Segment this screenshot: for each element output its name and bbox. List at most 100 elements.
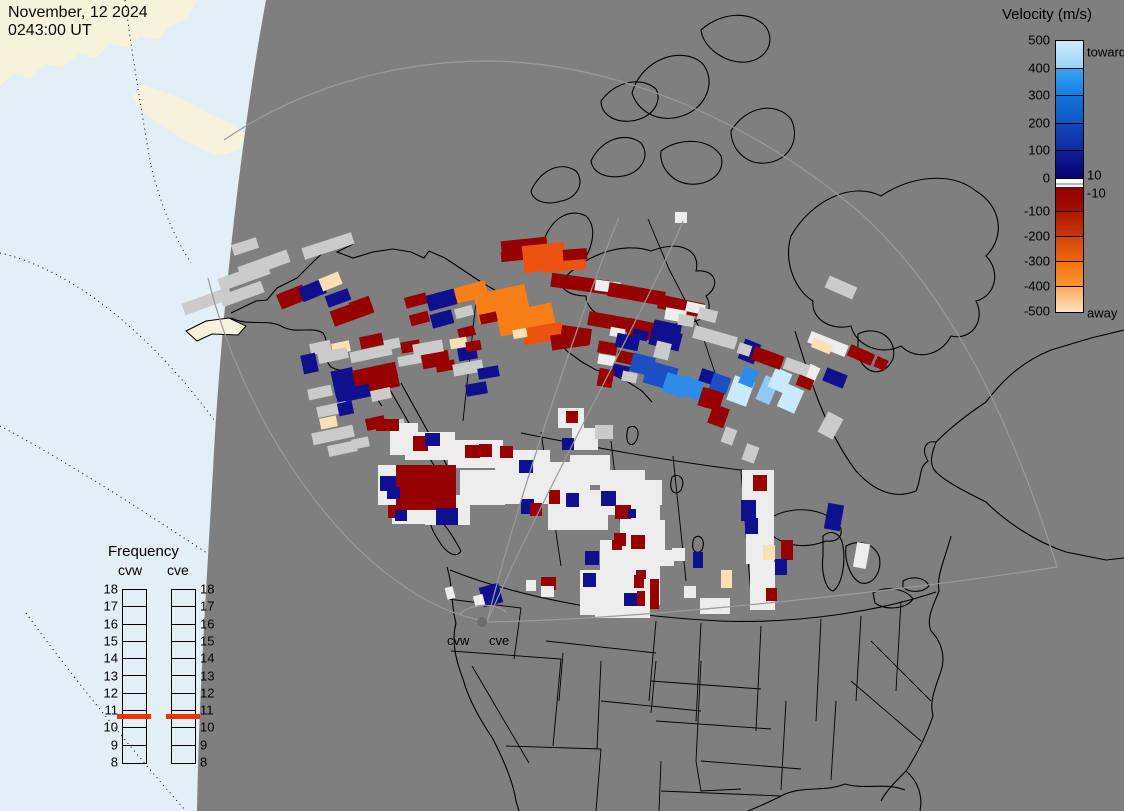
frequency-tick-label: 9 xyxy=(200,737,208,753)
radar-data-cell xyxy=(526,580,536,591)
frequency-tick-label: 14 xyxy=(200,650,215,666)
frequency-tick-label: 12 xyxy=(200,685,215,701)
seward-peninsula xyxy=(185,317,247,342)
frequency-tick-label: 15 xyxy=(200,633,215,649)
radar-data-cell xyxy=(413,436,428,451)
frequency-tick-label: 10 xyxy=(103,719,118,735)
frequency-tick-label: 13 xyxy=(200,668,215,683)
fov-boundary-lines xyxy=(207,60,1058,623)
radar-data-cell xyxy=(615,505,631,519)
frequency-scale-cell xyxy=(172,728,195,746)
frequency-scale-cell xyxy=(123,694,146,712)
radar-data-cell xyxy=(753,475,767,491)
radar-data-cell xyxy=(436,508,458,525)
radar-data-cell xyxy=(781,540,793,560)
frequency-tick-label: 15 xyxy=(103,633,118,649)
frequency-tick-label: 14 xyxy=(103,650,118,666)
frequency-scale-cell xyxy=(172,607,195,625)
radar-data-cell xyxy=(721,570,732,588)
radar-data-cell xyxy=(583,573,596,587)
radar-site-label: cve xyxy=(489,633,510,648)
frequency-tick-label: 8 xyxy=(200,754,208,770)
frequency-scale-cell xyxy=(123,659,146,677)
frequency-tick-label: 9 xyxy=(110,737,118,753)
date-line: November, 12 2024 xyxy=(8,4,148,21)
radar-data-cell xyxy=(465,445,480,458)
radar-data-cell xyxy=(395,510,407,521)
frequency-scale-cell xyxy=(123,676,146,694)
frequency-scale-cell xyxy=(172,746,195,763)
radar-data-cell xyxy=(745,518,758,534)
frequency-scale-cell xyxy=(123,711,146,729)
frequency-tick-label: 13 xyxy=(103,668,118,683)
radar-data-cell xyxy=(566,411,578,423)
radar-data-cell xyxy=(612,540,622,550)
radar-data-cell xyxy=(636,570,646,579)
radar-data-cell xyxy=(700,598,730,614)
frequency-column-label-cvw: cvw xyxy=(118,562,143,578)
radar-data-cell xyxy=(650,579,659,609)
frequency-scale-cell xyxy=(172,659,195,677)
frequency-scale-cell xyxy=(172,642,195,660)
radar-data-cell xyxy=(637,591,645,606)
frequency-marker-cvw xyxy=(117,714,151,720)
frequency-tick-label: 17 xyxy=(103,598,118,614)
frequency-tick-label: 16 xyxy=(200,616,215,632)
radar-data-cell xyxy=(479,444,492,457)
radar-data-cell xyxy=(566,493,579,507)
frequency-scale-cve xyxy=(171,589,196,764)
frequency-tick-label: 18 xyxy=(103,581,118,597)
radar-site-dot xyxy=(477,617,487,627)
frequency-scale-cell xyxy=(172,625,195,642)
radar-data-cell xyxy=(750,562,775,610)
frequency-tick-label: 12 xyxy=(103,685,118,701)
radar-data-cell xyxy=(396,465,456,510)
radar-data-cell xyxy=(741,500,756,521)
frequency-column-label-cve: cve xyxy=(167,562,189,578)
datetime-stamp: November, 12 2024 0243:00 UT xyxy=(8,4,148,40)
frequency-scale-cell xyxy=(172,676,195,694)
radar-data-cell xyxy=(766,588,777,601)
radar-data-cell xyxy=(387,487,400,499)
radar-data-cell xyxy=(693,552,703,568)
radar-data-cell xyxy=(631,535,645,549)
frequency-scale-cvw xyxy=(122,589,147,764)
radar-data-cell xyxy=(425,433,440,446)
radar-data-cell xyxy=(530,503,542,516)
frequency-scale-cell xyxy=(123,746,146,763)
radar-data-cell xyxy=(541,586,554,597)
radar-data-cell xyxy=(519,460,533,473)
radar-data-cell xyxy=(628,509,636,518)
radar-data-cell xyxy=(549,490,560,504)
frequency-scale-cell xyxy=(123,590,146,608)
radar-data-cell xyxy=(601,491,616,506)
frequency-marker-cve xyxy=(166,714,200,720)
frequency-scale-cell xyxy=(123,642,146,660)
frequency-tick-label: 16 xyxy=(103,616,118,632)
frequency-scale-cell xyxy=(123,625,146,642)
radar-data-cell xyxy=(460,470,505,505)
dayside-land xyxy=(0,0,246,156)
radar-site-label: cvw xyxy=(447,633,470,648)
dayside-graticule xyxy=(0,0,223,811)
time-line: 0243:00 UT xyxy=(8,22,92,39)
frequency-tick-label: 8 xyxy=(110,754,118,770)
frequency-scale-cell xyxy=(172,590,195,608)
radar-data-cell xyxy=(763,545,775,560)
radar-data-cell xyxy=(672,548,685,561)
frequency-tick-label: 11 xyxy=(104,702,119,718)
radar-data-cell xyxy=(640,480,662,505)
frequency-legend-title: Frequency xyxy=(108,543,179,560)
frequency-scale-cell xyxy=(123,607,146,625)
frequency-scale-cell xyxy=(172,694,195,712)
frequency-scale-cell xyxy=(172,711,195,729)
radar-data-cell xyxy=(500,446,513,458)
radar-data-cell xyxy=(684,586,696,598)
frequency-scale-cell xyxy=(123,728,146,746)
frequency-tick-label: 10 xyxy=(200,719,215,735)
radar-data-cell xyxy=(595,425,613,439)
radar-data-cell xyxy=(624,593,638,606)
radar-data-cell xyxy=(675,212,687,223)
